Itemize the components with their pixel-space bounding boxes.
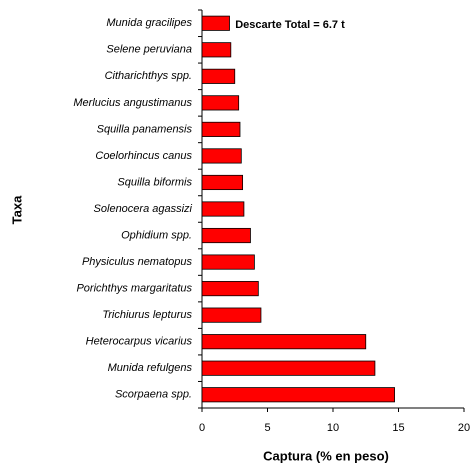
x-tick-label: 10 — [327, 422, 339, 434]
bar — [201, 121, 241, 137]
bar — [201, 174, 244, 191]
y-tick-label: Selene peruviana — [106, 44, 192, 56]
bar — [201, 68, 236, 84]
y-tick-label: Scorpaena spp. — [115, 389, 192, 401]
bar — [201, 95, 240, 111]
y-tick-label: Munida refulgens — [108, 362, 193, 374]
bar — [201, 201, 245, 217]
y-tick-label: Solenocera agassizi — [94, 203, 193, 215]
bar — [201, 307, 262, 323]
y-tick-label: Heterocarpus vicarius — [86, 336, 193, 348]
y-tick-label: Squilla biformis — [117, 176, 192, 188]
y-tick-label: Citharichthys spp. — [105, 70, 192, 82]
y-tick-label: Porichthys margaritatus — [76, 283, 192, 295]
bar — [201, 387, 395, 403]
x-tick-label: 0 — [199, 422, 205, 434]
y-tick-label: Trichiurus lepturus — [102, 309, 192, 321]
bar — [201, 281, 259, 297]
y-tick-label: Coelorhincus canus — [95, 150, 192, 162]
x-tick-label: 5 — [264, 422, 270, 434]
bar — [201, 148, 242, 164]
x-tick-label: 15 — [392, 422, 404, 434]
bar — [201, 15, 230, 31]
y-tick-label: Squilla panamensis — [97, 123, 193, 135]
annotation: Descarte Total = 6.7 t — [235, 19, 345, 31]
x-tick-label: 20 — [458, 422, 470, 434]
y-tick-label: Merlucius angustimanus — [73, 97, 192, 109]
bar — [201, 227, 251, 244]
y-tick-label: Munida gracilipes — [106, 17, 192, 29]
y-axis-label: Taxa — [9, 195, 24, 224]
bar — [201, 254, 255, 270]
y-tick-label: Ophidium spp. — [121, 229, 192, 241]
bar — [201, 334, 367, 350]
x-axis-label: Captura (% en peso) — [263, 448, 389, 463]
bar — [201, 42, 232, 58]
y-tick-label: Physiculus nematopus — [82, 256, 193, 268]
bar — [201, 360, 376, 376]
